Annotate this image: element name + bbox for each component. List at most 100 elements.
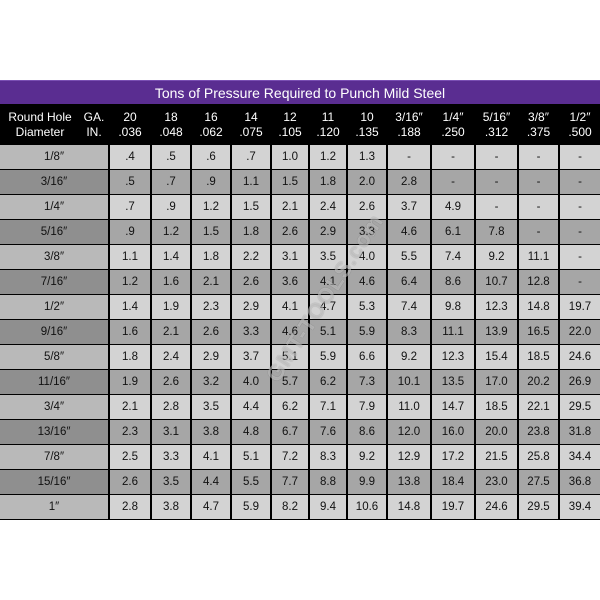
header-column-11: 1/2″ .500 (560, 105, 600, 145)
tonnage-cell: 2.4 (310, 195, 346, 219)
header-column-inches: .312 (484, 125, 509, 139)
tonnage-cell: 2.3 (110, 420, 150, 444)
tonnage-cell: 3.7 (388, 195, 430, 219)
tonnage-cell: 10.7 (476, 270, 517, 294)
table-row: 1/8″ .4.5.6.7 1.0 1.2 1.3- - - - - (0, 145, 600, 169)
row-diameter-cell: 1/8″ (0, 145, 108, 169)
tonnage-cell: 12.9 (388, 445, 430, 469)
tonnage-cell: - (560, 170, 600, 194)
tonnage-cell: 7.4 (388, 295, 430, 319)
row-diameter-cell: 1/4″ (0, 195, 108, 219)
header-column-inches: .075 (239, 125, 263, 139)
tonnage-cell: 12.8 (519, 270, 558, 294)
tonnage-cell: 18.4 (432, 470, 474, 494)
header-column-gauge: 12 (283, 110, 297, 124)
tonnage-cell: 8.2 (272, 495, 308, 519)
tonnage-cell: 5.9 (348, 320, 386, 344)
tonnage-cell: 2.6 (152, 370, 190, 394)
tonnage-cell: 20.2 (519, 370, 558, 394)
tonnage-cell: 1.8 (192, 245, 230, 269)
tonnage-cell: - (560, 245, 600, 269)
tonnage-cell: 1.1 (232, 170, 270, 194)
tonnage-cell: - (560, 145, 600, 169)
header-column-gauge: 20 (123, 110, 137, 124)
tonnage-cell: 4.8 (232, 420, 270, 444)
tonnage-cell: 7.4 (432, 245, 474, 269)
tonnage-cell: .7 (110, 195, 150, 219)
tonnage-cell: 10.6 (348, 495, 386, 519)
tonnage-cell: 5.3 (348, 295, 386, 319)
table-row: 7/8″ 2.5 3.3 4.1 5.1 7.2 8.3 9.2 12.9 17.2 21.5 25.… (0, 445, 600, 469)
tonnage-cell: .6 (192, 145, 230, 169)
header-column-gauge: 10 (360, 110, 374, 124)
tonnage-cell: 13.5 (432, 370, 474, 394)
tonnage-cell: 31.8 (560, 420, 600, 444)
tonnage-cell: 9.9 (348, 470, 386, 494)
tonnage-cell: 19.7 (432, 495, 474, 519)
header-column-6: 10.135 (348, 105, 386, 145)
table-row: 5/8″ 1.8 2.4 2.9 3.7 5.1 5.9 6.6 9.2 12.3 15.4 18.5… (0, 345, 600, 369)
tonnage-cell: 23.8 (519, 420, 558, 444)
header-column-gauge: 16 (204, 110, 218, 124)
tonnage-cell: 7.1 (310, 395, 346, 419)
tonnage-cell: 3.3 (152, 445, 190, 469)
tonnage-cell: .9 (110, 220, 150, 244)
tonnage-cell: 4.7 (310, 295, 346, 319)
tonnage-cell: 3.1 (272, 245, 308, 269)
tonnage-cell: 3.1 (152, 420, 190, 444)
tonnage-cell: 2.1 (152, 320, 190, 344)
tonnage-cell: 2.5 (110, 445, 150, 469)
tonnage-cell: 2.4 (152, 345, 190, 369)
tonnage-cell: 6.1 (432, 220, 474, 244)
tonnage-cell: - (519, 195, 558, 219)
tonnage-cell: 11.1 (432, 320, 474, 344)
tonnage-cell: 1.9 (152, 295, 190, 319)
table-row: 13/16″ 2.3 3.1 3.8 4.8 6.7 7.6 8.6 12.0 16.0 20.0 2… (0, 420, 600, 444)
tonnage-cell: 27.5 (519, 470, 558, 494)
header-column-1: 18.048 (152, 105, 190, 145)
header-column-inches: .120 (316, 125, 340, 139)
tonnage-cell: - (476, 145, 517, 169)
header-column-gauge: 3/16″ (395, 110, 423, 124)
tonnage-cell: 17.2 (432, 445, 474, 469)
tonnage-cell: - (432, 170, 474, 194)
tonnage-cell: 1.2 (152, 220, 190, 244)
header-column-gauge: 1/4″ (442, 110, 464, 124)
header-column-inches: .036 (118, 125, 142, 139)
tonnage-cell: 2.1 (272, 195, 308, 219)
tonnage-cell: 4.7 (192, 495, 230, 519)
tonnage-cell: - (519, 145, 558, 169)
tonnage-cell: 8.6 (432, 270, 474, 294)
tonnage-cell: 1.5 (232, 195, 270, 219)
row-diameter-cell: 11/16″ (0, 370, 108, 394)
table-row: 11/16″ 1.9 2.6 3.2 4.0 5.7 6.2 7.3 10.1 13.5 17.0 2… (0, 370, 600, 394)
tonnage-cell: 5.1 (272, 345, 308, 369)
header-column-inches: .135 (355, 125, 379, 139)
tonnage-cell: 2.3 (192, 295, 230, 319)
tonnage-cell: 5.1 (310, 320, 346, 344)
tonnage-cell: 15.4 (476, 345, 517, 369)
tonnage-cell: 3.3 (348, 220, 386, 244)
tonnage-cell: 6.7 (272, 420, 308, 444)
tonnage-cell: 1.0 (272, 145, 308, 169)
tonnage-cell: 21.5 (476, 445, 517, 469)
tonnage-cell: 1.8 (310, 170, 346, 194)
tonnage-cell: 3.5 (152, 470, 190, 494)
header-first-line2: Diameter (15, 125, 65, 139)
tonnage-cell: 5.9 (232, 495, 270, 519)
tonnage-cell: .5 (110, 170, 150, 194)
table-title: Tons of Pressure Required to Punch Mild … (0, 80, 600, 104)
header-column-gauge: 14 (244, 110, 258, 124)
row-diameter-cell: 13/16″ (0, 420, 108, 444)
tonnage-cell: - (388, 145, 430, 169)
tonnage-cell: 24.6 (560, 345, 600, 369)
tonnage-cell: 1.5 (272, 170, 308, 194)
tonnage-cell: 2.8 (152, 395, 190, 419)
tonnage-cell: 2.8 (110, 495, 150, 519)
tonnage-cell: 7.2 (272, 445, 308, 469)
tonnage-cell: 22.0 (560, 320, 600, 344)
tonnage-cell: - (560, 270, 600, 294)
tonnage-cell: 2.6 (192, 320, 230, 344)
tonnage-cell: 13.8 (388, 470, 430, 494)
tonnage-cell: 9.8 (432, 295, 474, 319)
